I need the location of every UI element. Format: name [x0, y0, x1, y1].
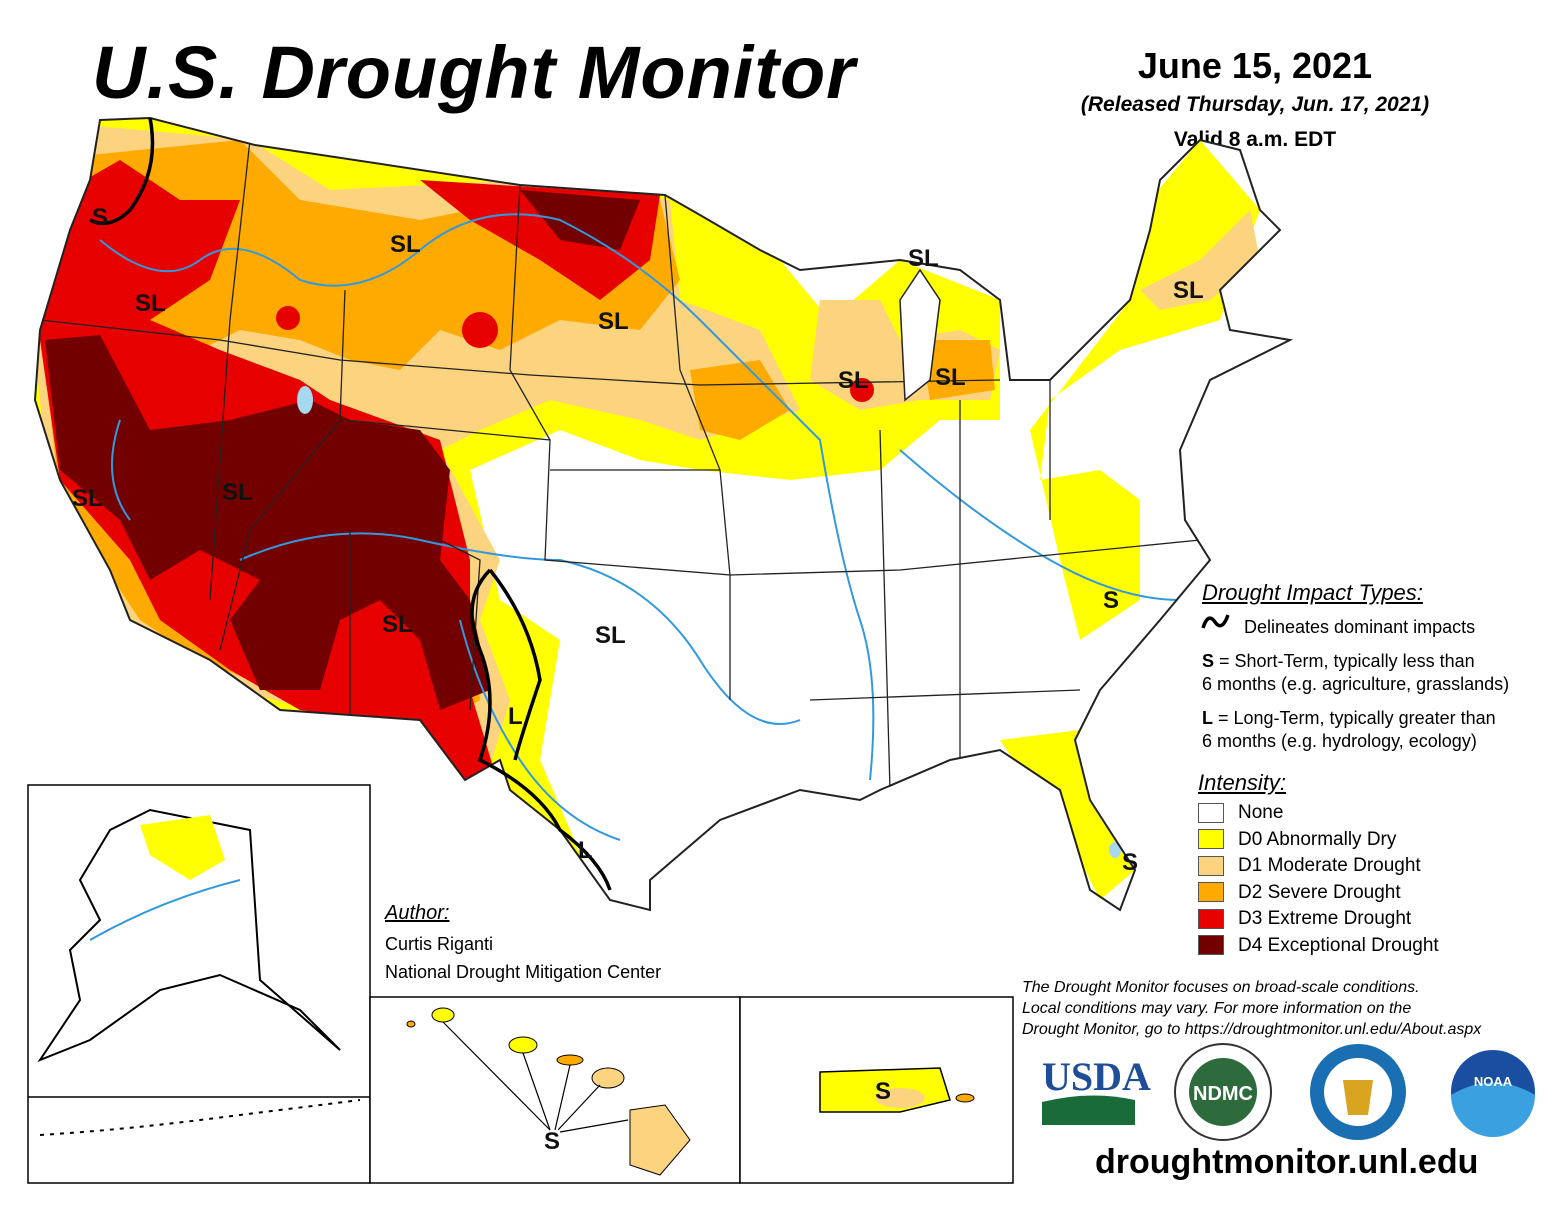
hawaii-inset: S	[369, 996, 741, 1184]
svg-text:S: S	[1122, 849, 1138, 876]
page-title: U.S. Drought Monitor	[92, 31, 856, 114]
puerto-rico-inset: S	[739, 996, 1014, 1184]
agency-logos: USDA NDMC NOAA	[1042, 1043, 1535, 1141]
svg-text:SL: SL	[935, 364, 966, 391]
color-swatch	[1198, 935, 1224, 956]
usda-logo: USDA	[1042, 1054, 1151, 1125]
color-swatch	[1198, 802, 1224, 823]
intensity-legend-item: None	[1198, 802, 1439, 829]
svg-text:SL: SL	[135, 290, 166, 317]
intensity-legend-item: D2 Severe Drought	[1198, 882, 1439, 909]
d4-area-northplains	[520, 190, 640, 250]
svg-text:USDA: USDA	[1042, 1054, 1151, 1099]
d1-area-northeast	[1140, 210, 1260, 310]
s-key: S	[1202, 651, 1215, 671]
d2-area-michigan	[920, 340, 995, 400]
impact-legend: Drought Impact Types: Delineates dominan…	[1202, 580, 1509, 753]
svg-text:SL: SL	[1173, 277, 1204, 304]
impact-labels: SL SL SL SL SL SL SL SL SL SL SL S S S L…	[72, 204, 1204, 876]
lakes	[297, 386, 1121, 858]
svg-text:S: S	[92, 204, 108, 231]
svg-text:L: L	[508, 703, 523, 730]
svg-text:SL: SL	[382, 611, 413, 638]
intensity-legend-item: D0 Abnormally Dry	[1198, 829, 1439, 856]
svg-text:NDMC: NDMC	[1193, 1083, 1253, 1105]
doc-logo	[1310, 1044, 1406, 1140]
color-swatch	[1198, 855, 1224, 876]
svg-text:NOAA: NOAA	[1474, 1074, 1513, 1089]
intensity-legend-item: D1 Moderate Drought	[1198, 855, 1439, 882]
l-text-2: 6 months (e.g. hydrology, ecology)	[1202, 731, 1477, 751]
map-date: June 15, 2021	[1137, 45, 1373, 86]
svg-text:SL: SL	[838, 367, 869, 394]
l-key: L	[1202, 708, 1213, 728]
d2-area-midwest	[690, 360, 790, 440]
intensity-label: D4 Exceptional Drought	[1238, 934, 1439, 956]
intensity-legend: Intensity: None D0 Abnormally Dry D1 Moder…	[1198, 770, 1439, 961]
svg-text:S: S	[544, 1128, 560, 1155]
svg-text:S: S	[1103, 587, 1119, 614]
svg-text:SL: SL	[390, 231, 421, 258]
author-name: Curtis Riganti	[385, 934, 494, 954]
lake-michigan	[899, 268, 941, 402]
intensity-legend-item: D4 Exceptional Drought	[1198, 935, 1439, 962]
conus-outline	[33, 116, 1294, 912]
svg-text:SL: SL	[595, 622, 626, 649]
svg-text:SL: SL	[598, 308, 629, 335]
release-date: (Released Thursday, Jun. 17, 2021)	[1080, 93, 1430, 116]
website-url[interactable]: droughtmonitor.unl.edu	[1095, 1143, 1479, 1181]
author-info: Curtis Riganti National Drought Mitigati…	[385, 930, 661, 986]
l-text: = Long-Term, typically greater than	[1213, 708, 1496, 728]
author-org: National Drought Mitigation Center	[385, 962, 662, 982]
svg-text:L: L	[578, 837, 593, 864]
disclaimer-line: Drought Monitor, go to https://droughtmo…	[1022, 1021, 1482, 1038]
intensity-label: D1 Moderate Drought	[1238, 855, 1421, 876]
intensity-label: D0 Abnormally Dry	[1238, 828, 1397, 850]
s-text-2: 6 months (e.g. agriculture, grasslands)	[1202, 674, 1510, 694]
svg-text:SL: SL	[72, 485, 103, 512]
disclaimer-line: The Drought Monitor focuses on broad-sca…	[1022, 979, 1420, 996]
intensity-legend-heading: Intensity:	[1198, 770, 1287, 795]
intensity-label: D3 Extreme Drought	[1238, 908, 1412, 929]
color-swatch	[1198, 882, 1224, 903]
alaska-inset	[27, 784, 371, 1184]
impact-legend-heading: Drought Impact Types:	[1202, 580, 1423, 605]
author-heading: Author:	[385, 902, 450, 924]
impact-line-symbol	[1201, 614, 1230, 629]
d4-area	[45, 335, 490, 710]
disclaimer: The Drought Monitor focuses on broad-sca…	[1022, 977, 1481, 1040]
intensity-label: D2 Severe Drought	[1238, 881, 1401, 903]
disclaimer-line: Local conditions may vary. For more info…	[1022, 1000, 1412, 1017]
color-swatch	[1198, 829, 1224, 850]
s-text: = Short-Term, typically less than	[1214, 651, 1475, 671]
noaa-logo: NOAA	[1451, 1050, 1535, 1137]
svg-text:S: S	[875, 1078, 891, 1105]
svg-text:SL: SL	[908, 245, 939, 272]
color-swatch	[1198, 908, 1224, 929]
intensity-legend-item: D3 Extreme Drought	[1198, 908, 1439, 935]
state-borders	[39, 139, 1201, 791]
intensity-label: None	[1238, 802, 1284, 823]
svg-text:SL: SL	[222, 479, 253, 506]
impact-line-label: Delineates dominant impacts	[1244, 617, 1476, 637]
ndmc-logo: NDMC	[1174, 1043, 1272, 1141]
impact-lines	[89, 117, 612, 891]
